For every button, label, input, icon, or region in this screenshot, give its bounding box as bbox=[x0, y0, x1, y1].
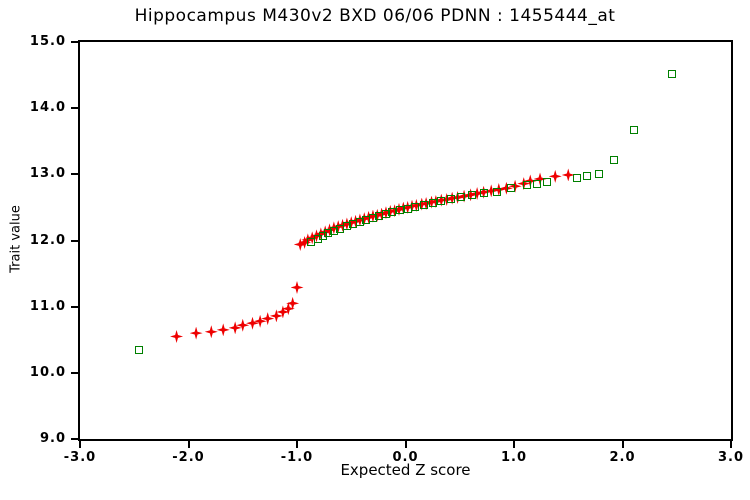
y-tick bbox=[71, 173, 78, 176]
x-tick-label: 1.0 bbox=[500, 450, 528, 465]
data-point-green-square bbox=[532, 179, 541, 188]
data-point-green-square bbox=[506, 184, 515, 193]
data-point-red-diamond bbox=[189, 326, 203, 340]
x-tick bbox=[187, 441, 190, 448]
data-point-green-square bbox=[428, 198, 437, 207]
data-point-green-square bbox=[467, 190, 476, 199]
y-tick bbox=[71, 107, 78, 110]
y-tick-label: 15.0 bbox=[29, 34, 66, 49]
data-point-red-diamond bbox=[236, 318, 250, 332]
data-point-red-diamond bbox=[216, 323, 230, 337]
data-point-red-diamond bbox=[261, 312, 275, 326]
y-tick bbox=[71, 239, 78, 242]
data-point-green-square bbox=[419, 200, 428, 209]
data-point-red-diamond bbox=[246, 316, 259, 330]
data-point-green-square bbox=[362, 215, 371, 224]
y-tick bbox=[71, 438, 78, 440]
data-point-green-square bbox=[456, 192, 465, 201]
data-point-green-square bbox=[381, 210, 390, 219]
data-point-green-square bbox=[342, 221, 351, 230]
data-point-green-square bbox=[479, 188, 488, 197]
plot-frame bbox=[78, 40, 733, 441]
data-point-red-diamond bbox=[548, 169, 562, 183]
x-tick bbox=[404, 441, 407, 448]
y-tick bbox=[71, 41, 78, 43]
plot-area bbox=[80, 42, 731, 439]
data-point-green-square bbox=[396, 206, 405, 215]
y-tick bbox=[71, 305, 78, 308]
data-point-green-square bbox=[411, 202, 420, 211]
x-tick-label: -2.0 bbox=[172, 450, 205, 465]
y-tick-label: 9.0 bbox=[39, 431, 66, 446]
data-point-red-diamond bbox=[290, 280, 304, 294]
x-tick-label: -3.0 bbox=[63, 450, 97, 465]
data-point-green-square bbox=[572, 174, 581, 183]
data-point-green-square bbox=[447, 194, 456, 203]
x-tick bbox=[621, 441, 624, 448]
x-tick bbox=[513, 441, 515, 448]
y-tick-label: 13.0 bbox=[29, 166, 66, 182]
x-tick bbox=[296, 441, 298, 448]
data-point-green-square bbox=[324, 228, 333, 237]
data-point-red-diamond bbox=[170, 329, 184, 343]
x-tick-label: 0.0 bbox=[392, 450, 419, 465]
x-tick-label: -1.0 bbox=[280, 450, 314, 465]
data-point-green-square bbox=[437, 196, 446, 205]
x-tick bbox=[79, 441, 81, 448]
data-point-green-square bbox=[594, 170, 603, 179]
y-tick-label: 11.0 bbox=[29, 298, 66, 314]
chart-title: Hippocampus M430v2 BXD 06/06 PDNN : 1455… bbox=[134, 6, 616, 26]
y-tick bbox=[71, 371, 78, 374]
x-tick-label: 3.0 bbox=[717, 450, 745, 465]
data-point-green-square bbox=[542, 177, 551, 186]
data-point-green-square bbox=[582, 172, 591, 181]
data-point-green-square bbox=[609, 155, 618, 164]
data-point-green-square bbox=[668, 69, 677, 78]
data-point-green-square bbox=[492, 187, 501, 196]
y-tick-label: 10.0 bbox=[29, 364, 66, 380]
x-axis-label: Expected Z score bbox=[340, 461, 471, 479]
data-point-green-square bbox=[134, 345, 143, 354]
y-tick-label: 14.0 bbox=[29, 100, 66, 116]
y-tick-label: 12.0 bbox=[29, 232, 66, 248]
data-point-red-diamond bbox=[228, 321, 242, 335]
data-point-red-diamond bbox=[253, 314, 267, 328]
axis-ticks-layer: -3.0 -2.0 -1.0 0.0 1.0 2.0 3.0 9.0 10.0 11.0 12.0 1… bbox=[30, 34, 743, 465]
data-point-green-square bbox=[523, 180, 532, 189]
data-point-green-square bbox=[403, 204, 412, 213]
data-point-green-square bbox=[388, 208, 397, 217]
x-tick bbox=[730, 441, 732, 448]
x-tick-label: 2.0 bbox=[609, 450, 636, 465]
data-point-red-diamond bbox=[204, 325, 218, 339]
data-point-green-square bbox=[630, 126, 639, 134]
